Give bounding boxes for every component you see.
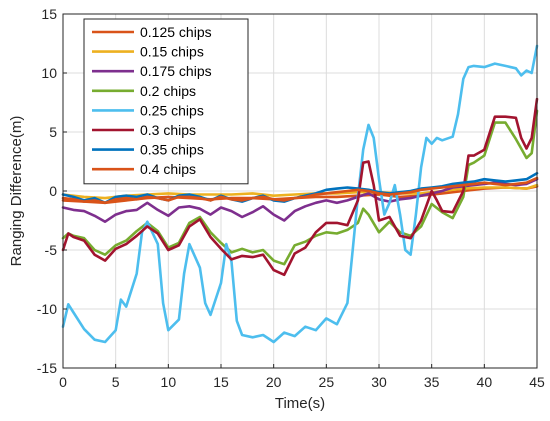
x-tick-label: 35 (424, 374, 440, 390)
legend-label: 0.15 chips (140, 44, 204, 60)
x-tick-label: 10 (161, 374, 177, 390)
legend-label: 0.3 chips (140, 122, 196, 138)
x-tick-label: 0 (59, 374, 67, 390)
legend: 0.125 chips 0.15 chips 0.175 chips 0.2 chip… (83, 18, 249, 185)
series-line-3 (61, 109, 539, 266)
legend-label: 0.175 chips (140, 63, 212, 79)
x-tick-label: 40 (477, 374, 493, 390)
x-tick-label: 5 (112, 374, 120, 390)
y-tick-label: -5 (45, 242, 58, 258)
series-line-4 (61, 44, 539, 344)
y-tick-label: 10 (41, 65, 57, 81)
y-tick-label: -10 (37, 301, 57, 317)
series-lines (61, 44, 539, 344)
y-tick-label: 5 (49, 124, 57, 140)
y-tick-label: -15 (37, 360, 57, 376)
x-tick-label: 45 (529, 374, 545, 390)
axis-ticks: 0 5 10 15 20 25 30 35 40 45 -15 -10 -5 0 5 10 15 (37, 6, 545, 390)
x-tick-label: 15 (213, 374, 229, 390)
legend-label: 0.125 chips (140, 24, 212, 40)
y-tick-label: 0 (49, 183, 57, 199)
legend-label: 0.2 chips (140, 83, 196, 99)
legend-box (83, 18, 249, 185)
series-line-5 (61, 97, 539, 277)
y-tick-label: 15 (41, 6, 57, 22)
x-axis-label: Time(s) (275, 395, 325, 412)
legend-label: 0.25 chips (140, 102, 204, 118)
y-axis-label: Ranging Difference(m) (8, 116, 25, 267)
x-tick-label: 30 (371, 374, 387, 390)
x-tick-label: 20 (266, 374, 282, 390)
series-line-7 (61, 176, 539, 205)
legend-label: 0.35 chips (140, 142, 204, 158)
legend-label: 0.4 chips (140, 161, 196, 177)
x-tick-label: 25 (319, 374, 335, 390)
